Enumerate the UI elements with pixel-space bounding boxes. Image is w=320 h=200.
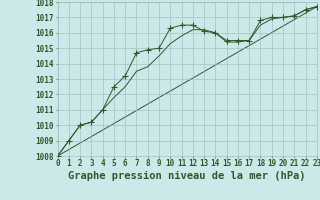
X-axis label: Graphe pression niveau de la mer (hPa): Graphe pression niveau de la mer (hPa) <box>68 171 306 181</box>
